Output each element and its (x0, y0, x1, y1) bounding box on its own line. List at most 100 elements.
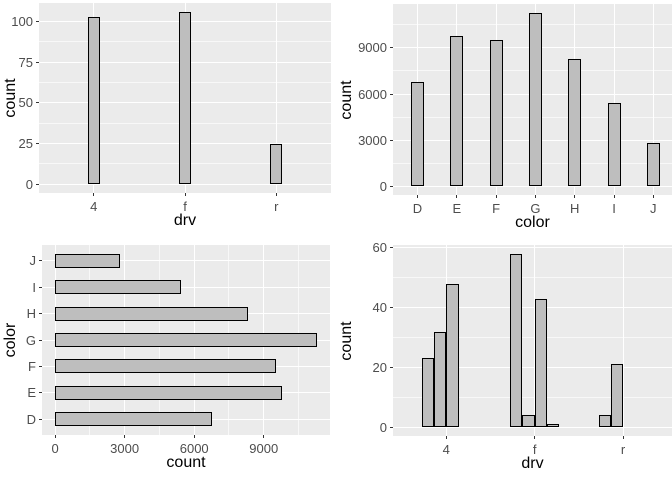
x-axis-tick-label: E (452, 201, 462, 216)
chart-count-by-drv: count drv 0 25 50 75 100 4 f r (0, 0, 336, 240)
y-axis-tick-label: 0 (25, 176, 33, 192)
x-axis-tick-label: 6000 (179, 441, 209, 456)
y-axis-tick-label: 6000 (358, 86, 387, 102)
plot-panel (393, 245, 672, 436)
x-axis-tick-label: 0 (51, 441, 59, 456)
x-axis-tick (193, 435, 195, 438)
y-axis-tick (39, 365, 42, 367)
y-axis-tick-label: G (25, 332, 36, 348)
x-axis-tick-label: J (650, 201, 657, 216)
bar (547, 424, 560, 428)
plot-panel (42, 245, 330, 435)
y-axis-tick-label: 100 (11, 13, 33, 29)
y-axis-tick-label: 0 (379, 178, 387, 194)
category-gridline (652, 4, 654, 195)
bar (607, 102, 621, 187)
category-gridline (275, 3, 277, 193)
y-axis-tick (390, 139, 393, 141)
y-axis-tick-label: J (29, 253, 37, 269)
bar (55, 385, 283, 400)
y-axis-tick (39, 260, 42, 262)
y-axis-tick (39, 392, 42, 394)
y-axis-tick (36, 61, 39, 63)
x-axis-tick (93, 193, 95, 196)
y-axis-tick-label: 0 (379, 419, 387, 435)
x-axis-tick (456, 195, 458, 198)
category-gridline (613, 4, 615, 195)
y-axis-tick (39, 286, 42, 288)
y-axis-tick-label: E (27, 385, 36, 401)
minor-gridline (393, 337, 672, 338)
chart-count-by-drv-dodged: count drv 0 20 40 60 4 f r (336, 240, 672, 480)
x-axis-tick (263, 435, 265, 438)
y-axis-tick (39, 418, 42, 420)
x-axis-tick (124, 435, 126, 438)
x-axis-tick (613, 195, 615, 198)
x-axis-tick (622, 436, 624, 439)
y-axis-title: count (338, 320, 355, 361)
y-axis-tick (390, 185, 393, 187)
bar (55, 359, 277, 374)
x-axis-tick-label: 4 (442, 442, 450, 457)
y-axis-tick-label: F (28, 358, 36, 374)
bar (87, 16, 100, 185)
bar (646, 143, 660, 187)
bar (522, 415, 535, 428)
category-gridline (42, 260, 330, 262)
x-axis-tick (417, 195, 418, 198)
bar (510, 253, 523, 428)
y-axis-tick (39, 313, 42, 315)
y-axis-tick (390, 307, 393, 309)
x-axis-title: count (166, 454, 206, 471)
y-axis-tick-label: 3000 (358, 132, 387, 148)
major-gridline (393, 426, 672, 428)
x-axis-tick (652, 195, 654, 198)
x-axis-tick (184, 193, 186, 196)
x-axis-tick (54, 435, 56, 438)
y-axis-tick (39, 339, 42, 341)
y-axis-tick-label: 40 (372, 300, 387, 316)
plot-panel (39, 3, 331, 193)
y-axis-tick (36, 102, 39, 104)
x-axis-tick-label: 9000 (249, 441, 279, 456)
plot-panel (393, 4, 672, 195)
minor-gridline (393, 277, 672, 279)
y-axis-tick (390, 426, 393, 428)
y-axis-tick-label: 20 (372, 359, 387, 375)
bar (446, 283, 459, 428)
y-axis-tick (390, 366, 393, 368)
x-axis-tick-label: F (492, 201, 501, 216)
major-gridline (393, 185, 672, 187)
bar (55, 253, 121, 268)
x-axis-tick-label: 4 (90, 199, 98, 214)
x-axis-title: drv (521, 455, 544, 472)
bar (528, 12, 542, 187)
bar (411, 82, 424, 187)
x-axis-tick (495, 195, 497, 198)
x-axis-tick (445, 436, 447, 439)
x-axis-tick-label: 3000 (110, 441, 140, 456)
x-axis-tick-label: r (620, 442, 626, 457)
bar (610, 364, 624, 428)
y-axis-tick (390, 247, 393, 249)
x-axis-title: drv (173, 212, 197, 229)
x-axis-tick-label: D (412, 201, 423, 216)
bar (534, 298, 547, 428)
category-gridline (622, 245, 624, 436)
chart-count-by-color-horizontal: color count 0 3000 6000 9000 J I H G F E D (0, 240, 336, 480)
x-axis-title: color (515, 214, 550, 231)
major-gridline (393, 366, 672, 368)
major-gridline (393, 307, 672, 309)
x-axis-tick-label: f (532, 442, 537, 457)
y-axis-tick (36, 20, 39, 22)
major-gridline (393, 247, 672, 249)
y-axis-tick-label: H (26, 306, 36, 322)
y-axis-tick-label: 50 (18, 95, 33, 111)
x-axis-tick-label: G (530, 201, 541, 216)
bar (421, 358, 434, 428)
x-axis-tick-label: r (274, 199, 279, 214)
x-axis-tick (534, 436, 536, 439)
bar (450, 35, 464, 187)
y-axis-tick (390, 93, 393, 95)
bar (55, 280, 181, 295)
